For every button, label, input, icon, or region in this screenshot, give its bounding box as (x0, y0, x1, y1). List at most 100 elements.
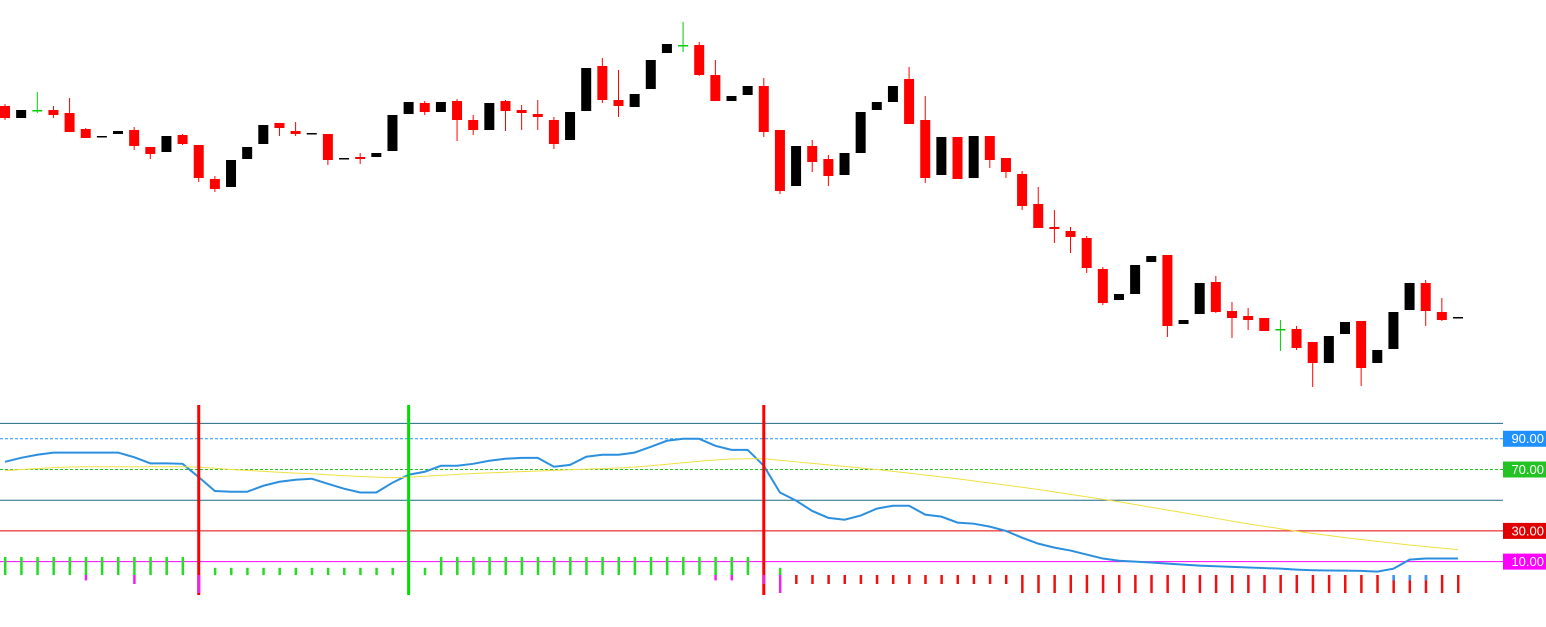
candle-body (355, 157, 366, 159)
candle-body (1307, 342, 1318, 363)
candle-body (113, 131, 124, 134)
candle-body (1372, 350, 1383, 363)
histogram-bar (84, 557, 88, 575)
candle-body (565, 112, 576, 140)
candle-body (468, 120, 479, 130)
candle-body (710, 75, 721, 101)
histogram-bar (504, 557, 507, 575)
histogram-bar (1166, 575, 1169, 593)
histogram-bar (343, 567, 346, 575)
candle-body (774, 130, 785, 191)
histogram-bar (552, 557, 556, 575)
candle-body (1404, 283, 1415, 310)
level-label: 70.00 (1511, 462, 1544, 477)
level-label: 90.00 (1511, 431, 1544, 446)
histogram-bar (488, 557, 491, 575)
candle-body (1146, 256, 1157, 262)
candle-body (1275, 329, 1286, 331)
candle-body (1388, 312, 1399, 349)
histogram-bar (423, 567, 427, 575)
candle-body (339, 158, 350, 160)
candle-body (726, 96, 737, 101)
candle-body (64, 113, 75, 132)
histogram-bar (633, 557, 637, 575)
histogram-bar (456, 557, 459, 575)
candle-body (904, 79, 915, 124)
candle-body (80, 129, 91, 138)
histogram-bar (278, 567, 281, 575)
candle-body (661, 44, 672, 53)
candle-body (532, 114, 543, 117)
candle-body (1162, 255, 1173, 326)
histogram-bar (1182, 575, 1186, 593)
candle-body (1178, 320, 1189, 324)
candle-body (758, 86, 769, 132)
candle-body (1243, 316, 1254, 320)
histogram-bar (891, 575, 895, 584)
candle-body (1113, 294, 1124, 300)
histogram-bar (1150, 575, 1153, 593)
candle-body (823, 159, 834, 176)
histogram-bar (1134, 575, 1137, 593)
candle-body (16, 110, 27, 118)
histogram-bar (52, 557, 55, 575)
histogram-bar (391, 567, 394, 575)
candle-body (887, 86, 898, 102)
histogram-bar (294, 567, 298, 575)
candle-body (1291, 329, 1302, 348)
candle-body (1000, 158, 1011, 172)
histogram-bar (472, 557, 475, 575)
histogram-bar (778, 575, 782, 593)
candle-body (629, 94, 640, 107)
candle-body (177, 135, 188, 144)
level-label: 10.00 (1511, 554, 1544, 569)
histogram-bar (1101, 575, 1105, 593)
histogram-bar (811, 575, 814, 584)
histogram-bar (746, 557, 750, 575)
candle-body (32, 110, 43, 112)
candle-body (226, 160, 237, 187)
candle-body (161, 136, 172, 152)
histogram-bar (246, 567, 249, 575)
histogram-bar (1440, 575, 1444, 593)
histogram-bar (359, 567, 362, 575)
candle-body (984, 136, 995, 160)
histogram-bar (1021, 575, 1024, 593)
histogram-bar (536, 557, 540, 575)
histogram-bar (1085, 575, 1089, 593)
candle-body (96, 136, 107, 138)
histogram-bar (375, 567, 378, 575)
candle-body (209, 179, 220, 189)
histogram-bar (1069, 575, 1073, 593)
histogram-bar (1408, 575, 1412, 581)
level-label: 30.00 (1511, 523, 1544, 538)
candle-body (952, 137, 963, 179)
candle-body (1130, 265, 1141, 294)
histogram-bar (601, 557, 604, 575)
histogram-bar (940, 575, 943, 584)
candle-body (306, 133, 317, 135)
candle-body (1081, 238, 1092, 268)
candle-body (516, 110, 527, 113)
candle-body (1210, 282, 1221, 312)
histogram-bar (1037, 575, 1040, 593)
level-label-box (1503, 430, 1546, 447)
histogram-bar (1392, 575, 1395, 581)
candle-body (871, 102, 882, 110)
candle-body (807, 146, 818, 162)
histogram-bar (165, 557, 168, 575)
level-label-box (1503, 553, 1546, 570)
candle-body (742, 86, 753, 95)
candle-body (145, 147, 156, 154)
histogram-bar (908, 575, 911, 584)
histogram-bar (1279, 575, 1282, 593)
histogram-bar (1198, 575, 1202, 593)
histogram-bar (310, 567, 314, 575)
histogram-bar (649, 557, 653, 575)
candle-body (1323, 336, 1334, 363)
candle-body (1259, 318, 1270, 331)
histogram-bar (1117, 575, 1121, 593)
histogram-bar (1004, 575, 1008, 584)
histogram-bar (1263, 575, 1266, 593)
candle-body (839, 153, 850, 175)
